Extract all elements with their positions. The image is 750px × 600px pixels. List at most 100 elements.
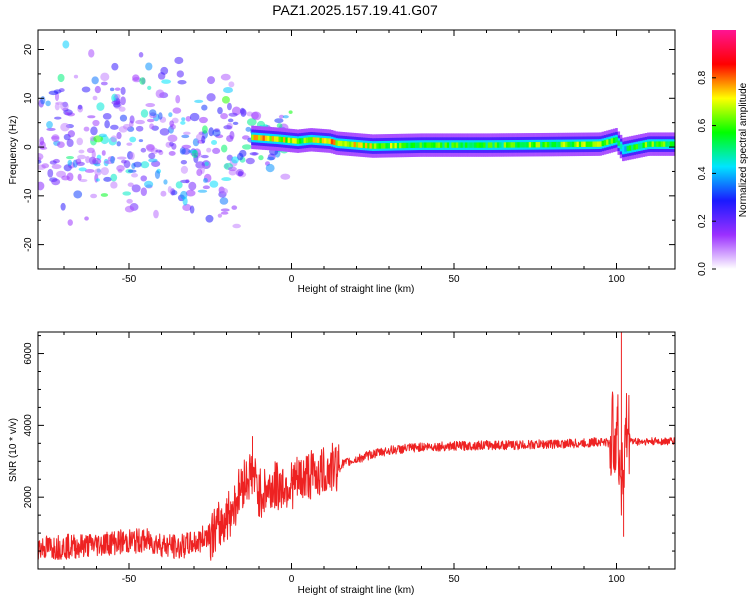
snr-x-axis-label: Height of straight line (km) <box>298 585 415 596</box>
spectrogram-cell <box>220 211 229 215</box>
spectrogram-cell <box>169 120 174 128</box>
spectrogram-cell <box>145 102 156 108</box>
spectrogram-cell <box>289 137 293 144</box>
spectrogram-cell <box>415 142 418 148</box>
spectrogram-cell <box>255 134 259 141</box>
spectrogram-cell <box>201 135 206 144</box>
spectrogram-panel: -50 0 50 100 -20 -10 0 10 20 Height of straight… <box>8 29 676 295</box>
figure-title: PAZ1.2025.157.19.41.G07 <box>272 2 438 18</box>
colorbar-tick-label: 0.2 <box>697 214 708 228</box>
spectrogram-cell <box>181 144 192 149</box>
spectrogram-cell <box>38 152 44 161</box>
spectrogram-cell <box>476 142 480 148</box>
spectrogram-cell <box>229 131 235 140</box>
spectrogram-cell <box>57 141 65 149</box>
spectrogram-cell <box>93 135 104 143</box>
spectrogram-cell <box>562 141 566 148</box>
spectrogram-cell <box>116 164 125 172</box>
spectrogram-cell <box>91 76 99 85</box>
spectrogram-cell <box>262 135 266 141</box>
spectrogram-cell <box>651 141 655 147</box>
spectrogram-cell <box>73 190 83 199</box>
spectrogram-cell <box>202 125 208 134</box>
spectrogram-cell <box>631 144 634 151</box>
snr-x-tick-label: 0 <box>289 574 295 585</box>
spectrogram-cell <box>111 62 119 71</box>
snr-y-axis-label: SNR (10 * v/v) <box>8 418 19 482</box>
spectrogram-cell <box>374 143 377 149</box>
spectrogram-cell <box>223 125 233 130</box>
spectrogram-cell <box>587 141 591 147</box>
spectrogram-cell <box>478 142 482 148</box>
spectrogram-cell <box>317 137 320 143</box>
colorbar-tick-label: 0.8 <box>697 70 708 84</box>
spectrogram-cell <box>635 143 639 150</box>
spectrogram-cell <box>78 167 87 172</box>
spectrogram-cell <box>451 142 454 148</box>
spectrogram-cell <box>138 52 144 58</box>
spectrogram-cell <box>220 73 231 81</box>
spectrogram-cell <box>146 144 155 152</box>
spectrogram-cell <box>120 96 126 106</box>
spectrogram-cell <box>148 158 158 163</box>
spectrogram-cell <box>60 122 70 132</box>
spectrogram-cell <box>126 198 133 204</box>
spectrogram-cell <box>110 135 118 143</box>
spectrogram-cell <box>551 141 555 148</box>
spectrogram-cell <box>599 141 602 147</box>
spectrogram-cell <box>90 126 98 136</box>
spectrogram-cell <box>246 118 257 126</box>
spectrogram-cell <box>578 141 582 148</box>
spectrogram-cell <box>63 164 72 172</box>
spectrogram-cell <box>209 180 219 188</box>
spectrogram-cell <box>180 165 189 174</box>
spectrogram-cell <box>401 142 404 149</box>
spectrogram-cell <box>155 89 165 99</box>
spectrogram-cell <box>168 150 176 156</box>
spectrogram-cell <box>110 173 118 182</box>
spectrogram-y-tick-label: 0 <box>23 144 34 150</box>
spectrogram-cell <box>212 147 221 155</box>
spectrogram-cell <box>149 123 155 130</box>
spectrogram-cell <box>253 134 257 141</box>
spectrogram-cell <box>51 134 60 142</box>
spectrogram-cell <box>672 141 675 147</box>
spectrogram-cell <box>426 142 429 148</box>
spectrogram-cell <box>102 113 112 120</box>
spectrogram-cell <box>260 135 263 141</box>
spectrogram-cell <box>312 137 316 143</box>
spectrogram-cell <box>474 142 477 148</box>
spectrogram-cell <box>122 123 131 130</box>
spectrogram-cell <box>180 120 186 125</box>
spectrogram-cell <box>174 56 184 65</box>
colorbar-gradient <box>712 30 736 269</box>
spectrogram-cell <box>528 142 532 148</box>
spectrogram-cell <box>245 126 252 132</box>
spectrogram-cell <box>469 142 473 148</box>
spectrogram-cell <box>276 123 283 129</box>
spectrogram-cell <box>308 137 311 143</box>
spectrogram-cell <box>576 141 580 148</box>
spectrogram-cell <box>180 179 190 184</box>
spectrogram-cell <box>76 137 84 146</box>
spectrogram-cell <box>135 119 145 125</box>
spectrogram-cell <box>138 139 144 143</box>
spectrogram-cell <box>556 141 559 148</box>
spectrogram-cell <box>546 141 550 148</box>
spectrogram-cell <box>471 142 475 148</box>
spectrogram-cell <box>198 116 208 124</box>
spectrogram-cell <box>285 137 288 143</box>
spectrogram-cell <box>490 142 493 148</box>
snr-series-line <box>38 332 675 561</box>
spectrogram-cell <box>140 175 148 182</box>
spectrogram-cell <box>333 139 336 146</box>
spectrogram-cell <box>485 142 489 148</box>
spectrogram-cell <box>251 134 254 140</box>
spectrogram-cell <box>41 163 50 169</box>
spectrogram-cell <box>467 142 470 148</box>
spectrogram-cell <box>124 205 135 213</box>
spectrogram-cell <box>232 223 241 229</box>
spectrogram-cell <box>77 173 82 181</box>
colorbar-ticks: 0.0 0.2 0.4 0.6 0.8 <box>697 70 716 276</box>
spectrogram-cell <box>462 142 466 148</box>
